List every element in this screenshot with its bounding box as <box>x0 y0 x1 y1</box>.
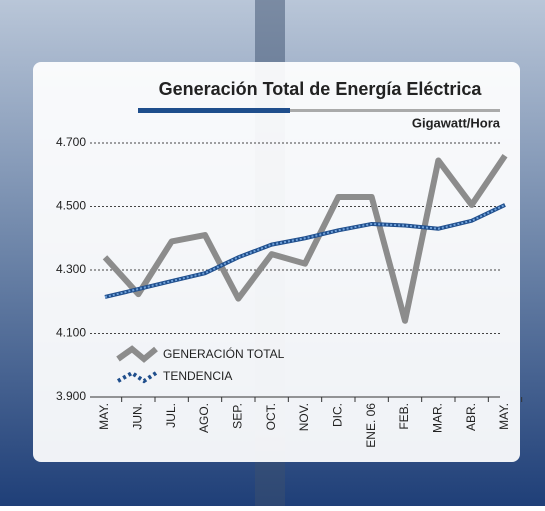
x-tick-label: OCT. <box>264 403 278 430</box>
x-tick-label: AGO. <box>197 403 211 433</box>
y-tick-label: 4.500 <box>56 199 86 213</box>
y-tick-label: 4.700 <box>56 135 86 149</box>
x-tick-label: MAY. <box>497 403 511 430</box>
x-tick-label: ENE. 06 <box>364 403 378 448</box>
x-tick-label: DIC. <box>331 403 345 427</box>
x-tick-label: MAY. <box>97 403 111 430</box>
y-tick-label: 3.900 <box>56 389 86 403</box>
legend-swatch <box>116 345 158 363</box>
x-tick-label: FEB. <box>397 403 411 430</box>
title-rule <box>290 109 500 112</box>
x-tick-label: SEP. <box>231 403 245 429</box>
x-tick-label: NOV. <box>297 403 311 431</box>
series-line-dots <box>104 204 506 298</box>
x-tick-label: JUN. <box>131 403 145 430</box>
y-tick-label: 4.100 <box>56 326 86 340</box>
x-tick-label: ABR. <box>464 403 478 431</box>
x-tick-label: MAR. <box>431 403 445 433</box>
title-bar <box>138 108 290 113</box>
subtitle: Gigawatt/Hora <box>412 115 501 130</box>
legend-swatch <box>117 370 158 384</box>
x-tick-label: JUL. <box>164 403 178 428</box>
legend-label: TENDENCIA <box>163 369 232 383</box>
series-line <box>102 154 508 324</box>
legend-label: GENERACIÓN TOTAL <box>163 346 285 361</box>
y-tick-label: 4.300 <box>56 262 86 276</box>
chart-title: Generación Total de Energía Eléctrica <box>159 79 483 99</box>
panel <box>33 62 520 462</box>
